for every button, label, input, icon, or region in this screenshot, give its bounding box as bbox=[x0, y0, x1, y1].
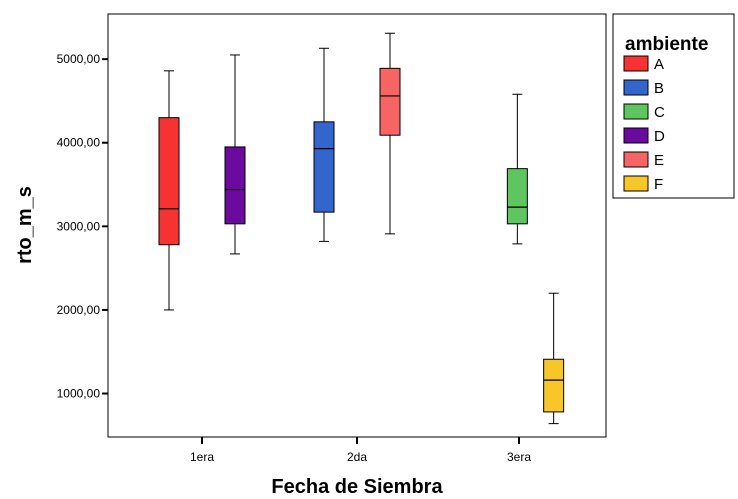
legend-title: ambiente bbox=[625, 34, 708, 55]
iqr-box bbox=[543, 358, 565, 413]
legend-label: E bbox=[654, 152, 664, 169]
y-tick-label: 5000,00 bbox=[57, 52, 101, 66]
legend-label: A bbox=[654, 56, 664, 73]
box-series bbox=[158, 32, 565, 425]
x-tick-label: 3era bbox=[507, 450, 531, 464]
legend-swatch bbox=[623, 151, 649, 168]
box-D bbox=[224, 54, 246, 255]
box-C bbox=[506, 93, 528, 245]
iqr-box bbox=[313, 121, 335, 213]
box-E bbox=[379, 32, 401, 235]
iqr-box bbox=[379, 67, 401, 136]
legend-swatch bbox=[623, 55, 649, 72]
plot-area bbox=[107, 13, 607, 438]
y-axis: 1000,00 2000,00 3000,00 4000,00 5000,00 bbox=[57, 52, 108, 401]
y-axis-title: rto_m_s bbox=[14, 186, 36, 264]
legend-swatch bbox=[623, 79, 649, 96]
legend-label: D bbox=[654, 128, 665, 145]
iqr-box bbox=[158, 117, 180, 246]
x-tick-label: 1era bbox=[190, 450, 214, 464]
legend-label: C bbox=[654, 104, 665, 121]
legend-label: F bbox=[654, 176, 663, 193]
box-A bbox=[158, 70, 180, 311]
y-tick-label: 4000,00 bbox=[57, 136, 101, 150]
x-axis: 1era 2da 3era bbox=[190, 437, 531, 464]
x-axis-title: Fecha de Siembra bbox=[271, 476, 443, 498]
legend-swatch bbox=[623, 175, 649, 192]
x-tick-label: 2da bbox=[347, 450, 367, 464]
iqr-box bbox=[224, 146, 246, 225]
y-tick-label: 2000,00 bbox=[57, 303, 101, 317]
iqr-box bbox=[506, 168, 528, 225]
y-tick-label: 3000,00 bbox=[57, 219, 101, 233]
box-B bbox=[313, 47, 335, 242]
legend-label: B bbox=[654, 80, 664, 97]
box-F bbox=[543, 292, 565, 425]
legend-swatch bbox=[623, 127, 649, 144]
legend-swatch bbox=[623, 103, 649, 120]
y-tick-label: 1000,00 bbox=[57, 387, 101, 401]
